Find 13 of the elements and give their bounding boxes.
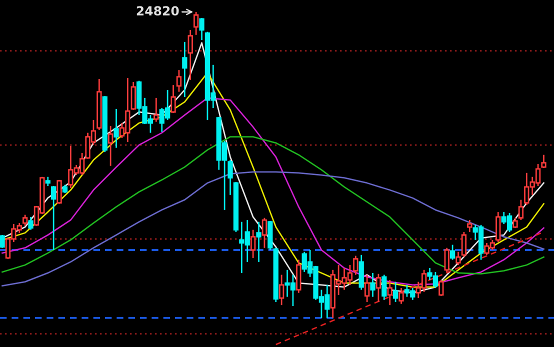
candlestick — [387, 279, 392, 306]
candlestick — [467, 219, 472, 233]
candlestick — [250, 229, 256, 259]
candlestick — [278, 274, 284, 306]
candlestick — [370, 272, 376, 298]
candlestick — [188, 29, 193, 81]
candlestick — [108, 125, 114, 167]
candlestick — [358, 254, 364, 290]
candlestick — [256, 221, 262, 263]
candlestick — [114, 108, 119, 148]
candlestick — [182, 41, 188, 98]
annotation: 24820 — [136, 6, 179, 16]
candlestick — [154, 97, 159, 122]
